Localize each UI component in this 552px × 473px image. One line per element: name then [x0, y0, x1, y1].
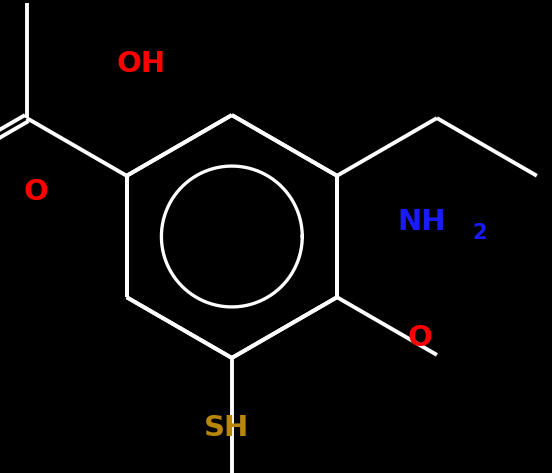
Text: SH: SH — [204, 414, 249, 442]
Text: O: O — [407, 324, 432, 352]
Text: O: O — [23, 177, 49, 206]
Text: NH: NH — [397, 208, 446, 236]
Text: OH: OH — [116, 50, 165, 78]
Text: 2: 2 — [472, 223, 486, 243]
